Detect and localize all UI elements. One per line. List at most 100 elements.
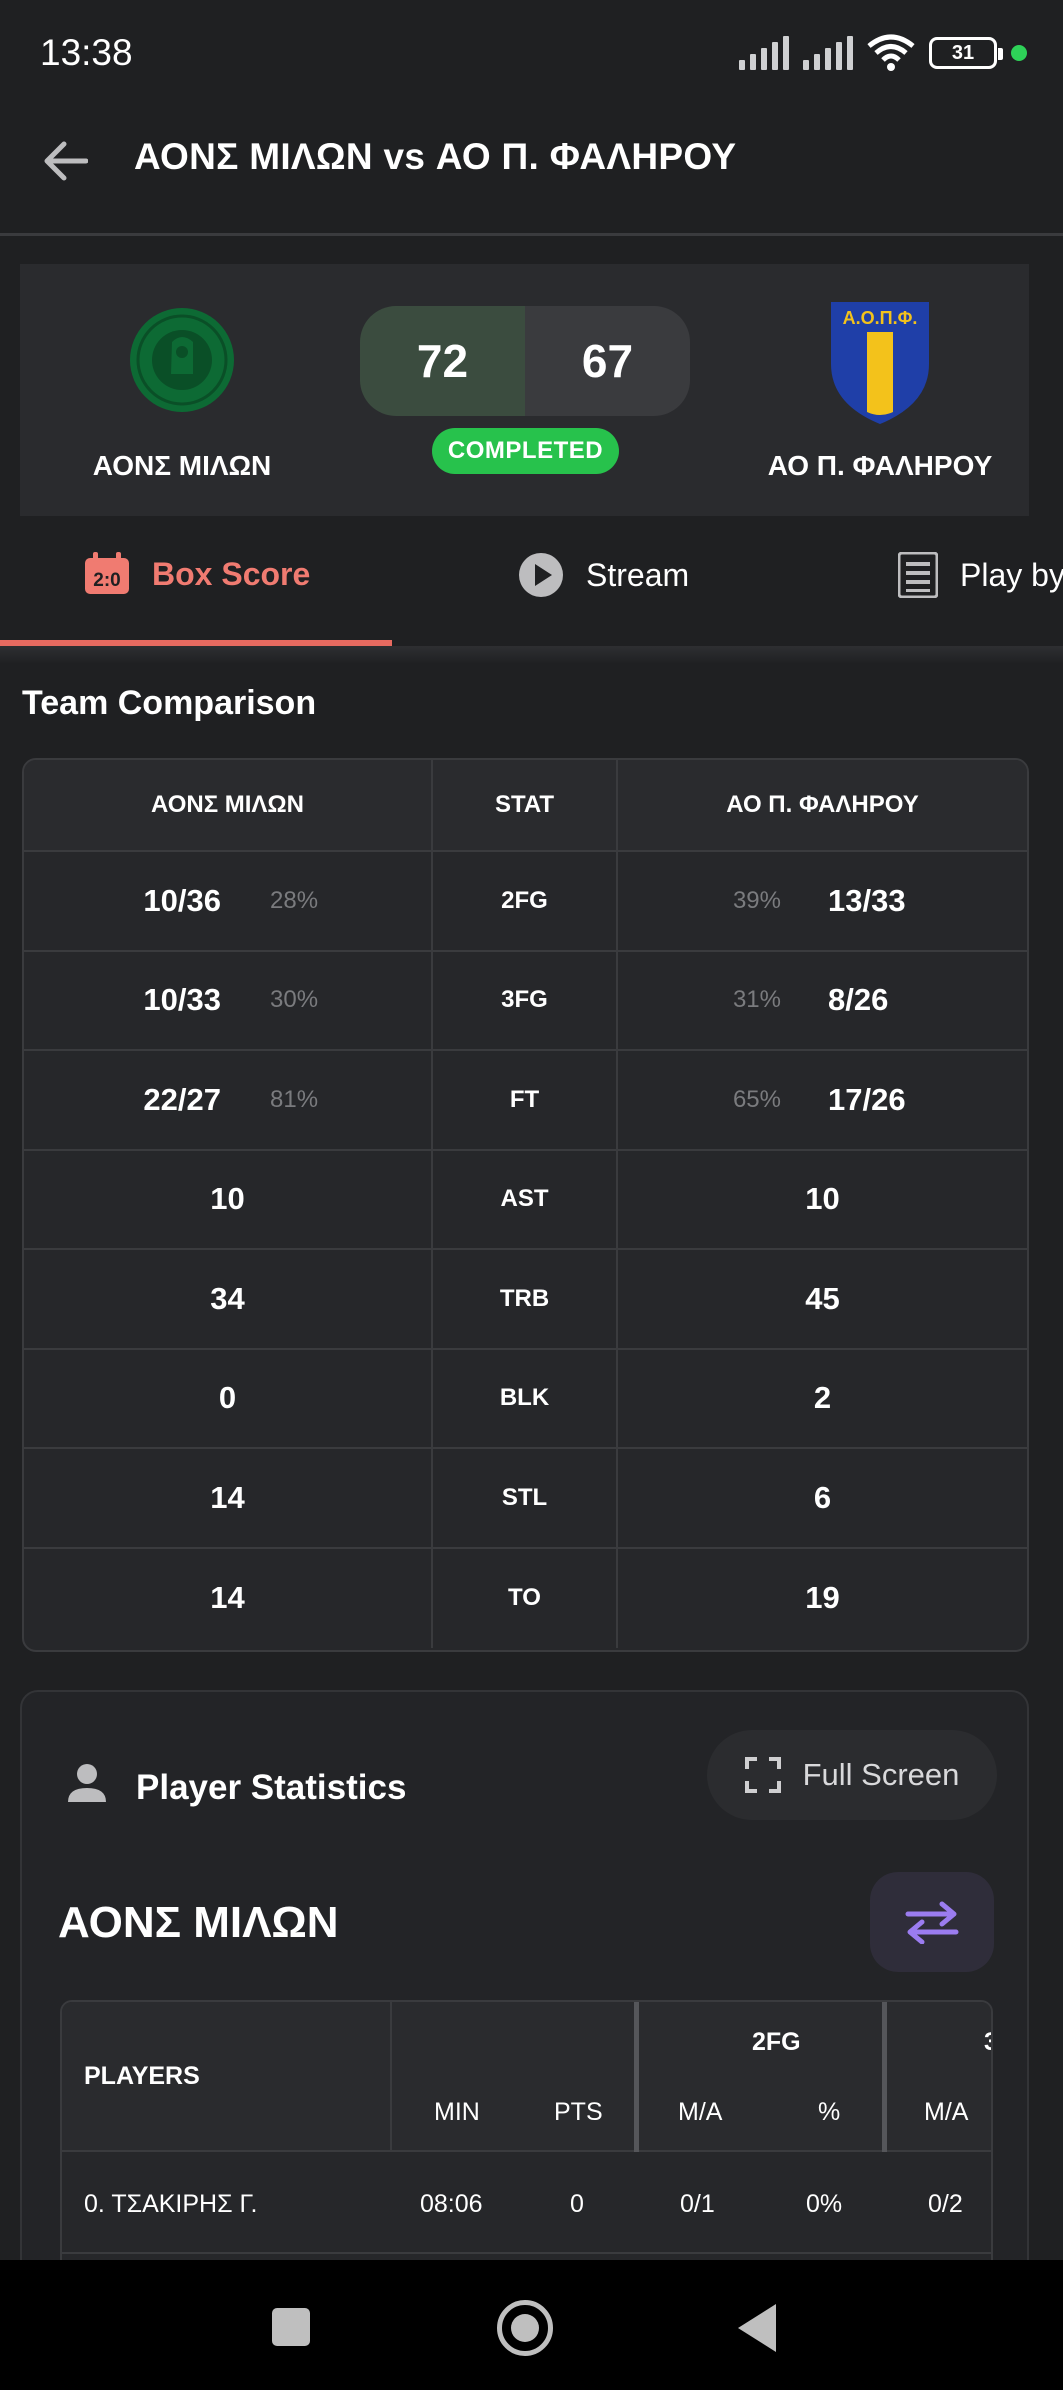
status-icons: 31 [739,34,1027,72]
swap-arrows-icon [905,1901,959,1944]
tabs-divider [0,646,1063,664]
app-header: ΑΟΝΣ ΜΙΛΩΝ vs ΑΟ Π. ΦΑΛΗΡΟΥ [0,106,1063,236]
away-value: 19 [805,1580,840,1616]
comparison-row: 10/36 28% 2FG 39% 13/33 [24,852,1027,952]
privacy-indicator-icon [1011,45,1027,61]
signal-icon [739,36,789,70]
comparison-row: 14 TO 19 [24,1548,1027,1648]
away-team[interactable]: Α.Ο.Π.Φ. ΑΟ Π. ΦΑΛΗΡΟΥ [740,294,1020,482]
home-value: 10/36 [143,882,221,918]
back-button[interactable] [30,126,100,196]
tab-play-by-play[interactable]: Play by [898,552,1063,598]
comparison-row: 14 STL 6 [24,1449,1027,1549]
pts-header: PTS [554,2098,603,2126]
list-icon [898,552,938,598]
tab-stream-label: Stream [586,556,690,593]
home-pct: 81% [270,1085,319,1113]
signal-icon-2 [803,36,853,70]
home-button[interactable] [497,2300,553,2356]
player-statistics-title: Player Statistics [136,1768,407,1807]
home-pct: 28% [270,886,319,914]
stat-label: TRB [433,1250,618,1348]
full-screen-button[interactable]: Full Screen [707,1730,997,1820]
home-value: 14 [210,1479,245,1515]
player-table-header: PLAYERS MIN PTS 2FG M/A % 3 M/A [62,2002,991,2152]
stat-label: 2FG [433,852,618,950]
home-value: 10 [210,1181,245,1217]
away-team-logo-icon: Α.Ο.Π.Φ. [831,302,929,424]
home-value: 34 [210,1280,245,1316]
home-team[interactable]: ΑΟΝΣ ΜΙΛΩΝ [42,294,322,482]
away-pct: 31% [732,986,781,1014]
stat-label: AST [433,1150,618,1248]
away-value: 45 [805,1280,840,1316]
stat-label: 3FG [433,951,618,1049]
comparison-row: 10/33 30% 3FG 31% 8/26 [24,951,1027,1051]
3fg-ma-header: M/A [924,2098,969,2126]
home-value: 22/27 [143,1081,221,1117]
fullscreen-icon [744,1757,781,1793]
recents-button[interactable] [272,2308,310,2346]
away-logo-text: Α.Ο.Π.Φ. [843,308,918,328]
comparison-row: 0 BLK 2 [24,1349,1027,1449]
stat-label: TO [433,1548,618,1648]
2fg-ma-header: M/A [678,2098,723,2126]
team-heading: ΑΟΝΣ ΜΙΛΩΝ [58,1898,339,1947]
home-team-name: ΑΟΝΣ ΜΙΛΩΝ [92,450,272,481]
away-value: 13/33 [828,882,906,918]
comparison-row: 22/27 81% FT 65% 17/26 [24,1051,1027,1151]
away-value: 8/26 [828,982,889,1018]
away-value: 10 [805,1181,840,1217]
battery-icon: 31 [929,37,1003,69]
home-pct: 30% [270,986,319,1014]
tab-stream[interactable]: Stream [518,552,689,598]
status-badge: COMPLETED [432,428,619,474]
stat-label: STL [433,1449,618,1547]
away-value: 2 [813,1380,832,1416]
tab-play-by-play-label: Play by [960,556,1063,593]
swap-team-button[interactable] [870,1872,994,1972]
stat-label: FT [433,1051,618,1149]
system-back-button[interactable] [738,2304,776,2352]
system-nav-bar [0,2260,1063,2390]
score-box: 72 67 [360,306,690,416]
team-comparison-title: Team Comparison [22,684,317,722]
home-team-logo-icon [130,308,234,412]
away-value: 17/26 [828,1081,906,1117]
player-name: 0. ΤΣΑΚΙΡΗΣ Γ. [84,2190,258,2218]
away-value: 6 [813,1479,832,1515]
play-circle-icon [519,553,563,597]
3fg-group-header: 3 [984,2028,991,2057]
active-tab-indicator [0,640,392,646]
score-card: ΑΟΝΣ ΜΙΛΩΝ 72 67 COMPLETED Α.Ο.Π.Φ. ΑΟ Π… [20,264,1029,516]
player-2fg-ma: 0/1 [680,2190,715,2218]
comparison-row: 34 TRB 45 [24,1250,1027,1350]
home-value: 0 [218,1380,237,1416]
status-time: 13:38 [40,32,133,73]
tabs: 2:0 Box Score Stream Play by [0,516,1063,646]
page-title: ΑΟΝΣ ΜΙΛΩΝ vs ΑΟ Π. ΦΑΛΗΡΟΥ [134,136,737,177]
tab-box-score[interactable]: 2:0 Box Score [84,552,310,596]
min-header: MIN [434,2098,480,2126]
team-comparison-table: ΑΟΝΣ ΜΙΛΩΝ STAT ΑΟ Π. ΦΑΛΗΡΟΥ 10/36 28% 2… [22,758,1029,1652]
home-score: 72 [360,306,525,416]
2fg-group-header: 2FG [752,2028,801,2056]
arrow-left-icon [44,141,88,181]
stat-label: BLK [433,1349,618,1447]
home-value: 10/33 [143,982,221,1018]
comparison-header-stat: STAT [433,760,618,850]
svg-text:2:0: 2:0 [93,570,120,591]
wifi-icon [867,34,915,71]
2fg-pct-header: % [818,2098,841,2126]
table-row[interactable]: 0. ΤΣΑΚΙΡΗΣ Γ. 08:06 0 0/1 0% 0/2 [62,2154,991,2254]
away-pct: 65% [732,1085,781,1113]
away-team-name: ΑΟ Π. ΦΑΛΗΡΟΥ [767,450,993,481]
scoreboard-icon: 2:0 [85,552,129,594]
full-screen-label: Full Screen [802,1757,960,1792]
comparison-header-away: ΑΟ Π. ΦΑΛΗΡΟΥ [726,791,919,818]
players-header: PLAYERS [84,2062,200,2090]
comparison-header-row: ΑΟΝΣ ΜΙΛΩΝ STAT ΑΟ Π. ΦΑΛΗΡΟΥ [24,760,1027,852]
comparison-header-home: ΑΟΝΣ ΜΙΛΩΝ [24,760,433,850]
status-bar: 13:38 31 [0,0,1063,106]
comparison-row: 10 AST 10 [24,1150,1027,1250]
